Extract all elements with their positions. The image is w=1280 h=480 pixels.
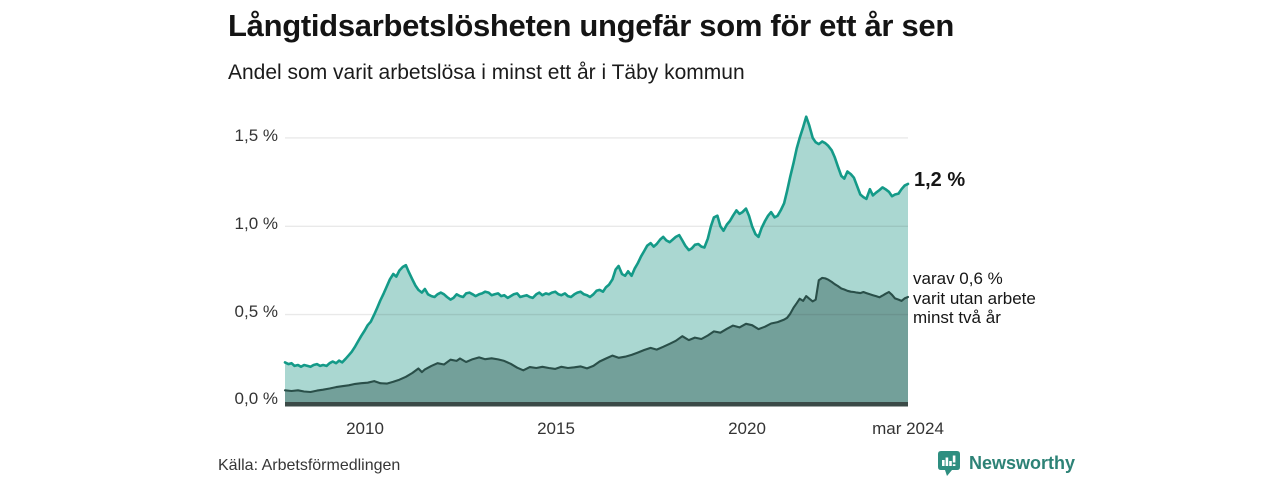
x-axis-tick-label: 2010 — [346, 419, 384, 438]
x-axis-tick-label: 2015 — [537, 419, 575, 438]
newsworthy-logo: Newsworthy — [936, 450, 1075, 478]
x-axis-tick-label: mar 2024 — [872, 419, 944, 438]
y-axis-tick-label: 1,5 % — [234, 126, 278, 145]
y-axis-tick-label: 0,5 % — [234, 302, 278, 321]
x-axis-tick-label: 2020 — [728, 419, 766, 438]
newsworthy-wordmark: Newsworthy — [969, 453, 1076, 473]
area-fill-series-1 — [285, 277, 908, 404]
page-title: Långtidsarbetslösheten ungefär som för e… — [228, 8, 955, 43]
secondary-series-annotation: varav 0,6 % varit utan arbete minst två … — [913, 269, 1036, 328]
newsworthy-badge-icon — [938, 451, 960, 476]
y-axis-tick-label: 0,0 % — [234, 389, 278, 408]
annotation-line: varit utan arbete — [913, 288, 1036, 308]
latest-value-label: 1,2 % — [914, 169, 966, 191]
series-line-0 — [283, 115, 910, 369]
y-axis-tick-label: 1,0 % — [234, 214, 278, 233]
chart-subtitle: Andel som varit arbetslösa i minst ett å… — [228, 61, 745, 84]
source-attribution: Källa: Arbetsförmedlingen — [218, 457, 401, 474]
annotation-line: minst två år — [913, 308, 1001, 327]
annotation-line: varav 0,6 % — [913, 269, 1003, 288]
x-axis-baseline — [285, 402, 908, 407]
series-line-1 — [283, 276, 910, 394]
